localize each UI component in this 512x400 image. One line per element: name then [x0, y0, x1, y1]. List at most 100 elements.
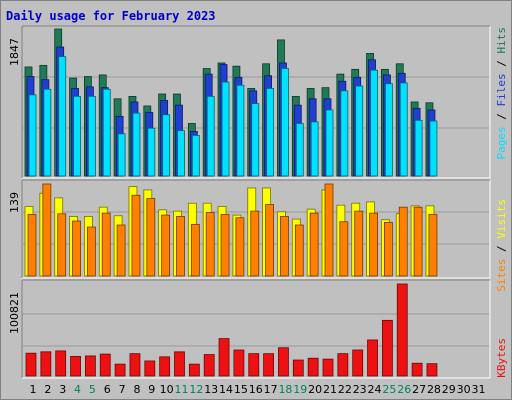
- legend-separator: /: [495, 107, 508, 127]
- sites-bar: [383, 221, 393, 277]
- pages-bar: [266, 88, 275, 177]
- sites-bar: [116, 224, 126, 277]
- kbytes-bar: [55, 350, 67, 377]
- x-tick-label: 4: [74, 383, 81, 396]
- pages-bar: [206, 96, 215, 177]
- sites-bar: [146, 198, 156, 277]
- legend-item-sites: Sites: [495, 259, 508, 292]
- pages-bar: [414, 119, 423, 177]
- x-tick-label: 27: [412, 383, 426, 396]
- sites-bar: [87, 226, 96, 277]
- pages-bar: [191, 135, 200, 177]
- pages-bar: [117, 133, 126, 177]
- kbytes-bar: [367, 339, 378, 377]
- sites-bar: [101, 212, 111, 277]
- pages-bar: [370, 69, 378, 177]
- x-tick-label: 8: [133, 383, 140, 396]
- kbytes-bar: [337, 353, 349, 377]
- x-tick-label: 17: [264, 383, 278, 396]
- x-tick-label: 15: [234, 383, 248, 396]
- x-tick-label: 22: [338, 383, 352, 396]
- sites-bar: [309, 212, 319, 277]
- kbytes-bar: [381, 319, 393, 377]
- x-tick-label: 5: [89, 383, 96, 396]
- legend-item-pages: Pages: [495, 126, 508, 159]
- x-tick-label: 26: [397, 383, 411, 396]
- pages-bar: [325, 109, 334, 177]
- pages-bar: [251, 103, 260, 177]
- sites-bar: [72, 220, 81, 277]
- x-tick-label: 30: [457, 383, 471, 396]
- kbytes-bar: [85, 355, 96, 377]
- chart-title: Daily usage for February 2023: [6, 9, 216, 23]
- y-axis-max-label: 1847: [8, 38, 21, 66]
- sites-bar: [27, 214, 37, 277]
- kbytes-bar: [159, 356, 171, 377]
- pages-bar: [236, 84, 245, 177]
- x-tick-label: 16: [249, 383, 263, 396]
- kbytes-bar: [144, 360, 156, 377]
- x-tick-label: 18: [278, 383, 292, 396]
- sites-bar: [250, 210, 260, 277]
- pages-bar: [43, 88, 52, 177]
- sites-bar: [161, 214, 171, 277]
- kbytes-bar: [114, 363, 126, 377]
- x-tick-label: 29: [442, 383, 456, 396]
- x-tick-label: 7: [119, 383, 126, 396]
- y-axis-max-label: 100821: [8, 292, 21, 334]
- kbytes-bar: [396, 283, 408, 377]
- x-tick-label: 6: [104, 383, 111, 396]
- kbytes-bar: [188, 363, 200, 377]
- pages-bar: [310, 121, 319, 177]
- pages-bar: [340, 90, 349, 177]
- sites-bar: [324, 183, 334, 277]
- x-tick-label: 10: [160, 383, 174, 396]
- x-tick-label: 24: [368, 383, 382, 396]
- x-tick-label: 28: [427, 383, 441, 396]
- legend-hits-files-pages: Pages / Files / Hits: [495, 27, 508, 160]
- kbytes-bar: [40, 351, 52, 377]
- sites-bar: [265, 204, 275, 277]
- sites-bar: [131, 194, 141, 277]
- sites-bar: [220, 214, 230, 277]
- sites-bar: [42, 183, 52, 277]
- sites-bar: [339, 221, 349, 277]
- x-tick-label: 1: [30, 383, 37, 396]
- legend-separator: /: [495, 239, 508, 259]
- kbytes-bar: [292, 359, 304, 377]
- pages-bar: [281, 68, 289, 177]
- pages-bar: [102, 88, 111, 177]
- kbytes-bar: [248, 353, 260, 377]
- sites-bar: [235, 217, 245, 277]
- x-tick-label: 13: [204, 383, 218, 396]
- sites-bar: [354, 210, 364, 277]
- x-tick-label: 20: [308, 383, 322, 396]
- sites-bar: [190, 223, 200, 277]
- kbytes-bar: [426, 363, 438, 377]
- kbytes-bar: [99, 353, 111, 377]
- x-tick-label: 9: [148, 383, 155, 396]
- legend-item-files: Files: [495, 73, 508, 106]
- x-tick-label: 14: [219, 383, 233, 396]
- sites-bar: [280, 216, 289, 277]
- kbytes-bar: [263, 353, 275, 377]
- x-tick-label: 25: [382, 383, 396, 396]
- kbytes-bar: [352, 349, 364, 377]
- kbytes-bar: [203, 354, 215, 377]
- pages-bar: [429, 120, 438, 177]
- x-tick-label: 2: [44, 383, 51, 396]
- sites-bar: [176, 216, 185, 277]
- pages-bar: [28, 94, 37, 177]
- x-tick-label: 3: [59, 383, 66, 396]
- kbytes-bar: [70, 355, 81, 377]
- pages-bar: [384, 83, 393, 177]
- x-tick-label: 21: [323, 383, 337, 396]
- pages-bar: [147, 127, 156, 177]
- sites-bar: [428, 214, 438, 277]
- x-tick-label: 31: [472, 383, 486, 396]
- legend-kbytes: KBytes: [495, 338, 508, 378]
- pages-bar: [58, 56, 67, 177]
- kbytes-bar: [174, 351, 185, 377]
- pages-bar: [88, 96, 96, 177]
